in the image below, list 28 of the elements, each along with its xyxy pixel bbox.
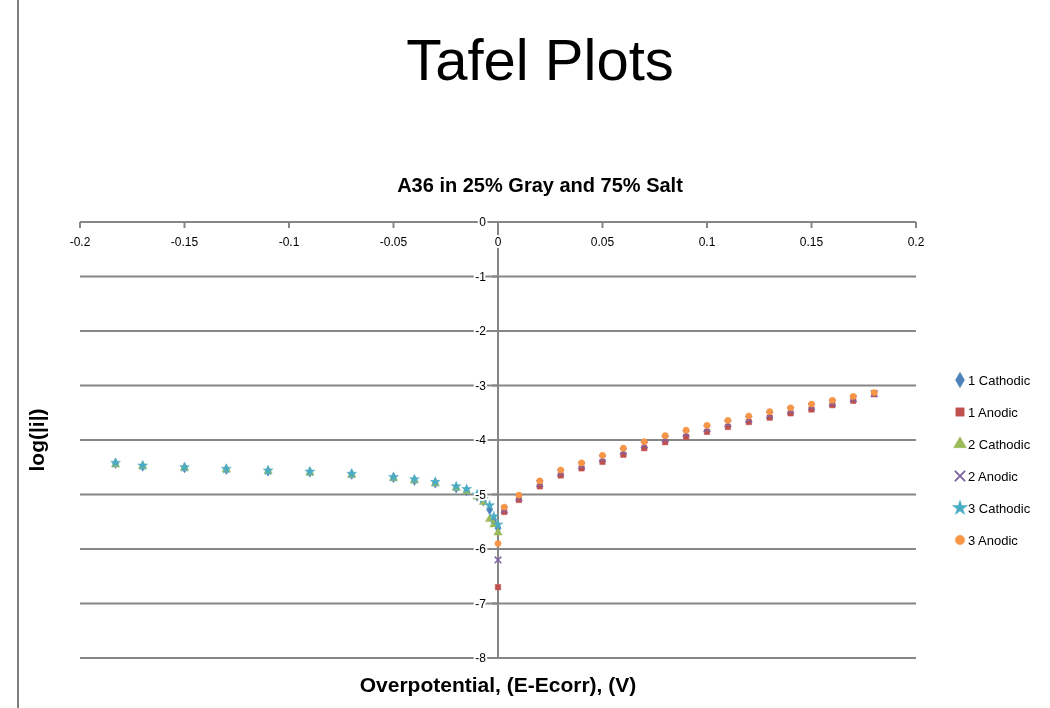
legend-label: 3 Cathodic	[968, 501, 1031, 516]
legend-label: 1 Cathodic	[968, 373, 1031, 388]
y-axis-title: log(|i|)	[25, 408, 48, 472]
legend-label: 3 Anodic	[968, 533, 1019, 548]
y-tick-label: -6	[475, 542, 487, 556]
y-tick-label: 0	[479, 215, 487, 229]
x-tick-label: -0.2	[69, 235, 91, 249]
x-tick-label: 0.2	[907, 235, 925, 249]
y-tick-label: -8	[475, 651, 487, 665]
legend-label: 2 Anodic	[968, 469, 1019, 484]
x-tick-label: 0.1	[698, 235, 716, 249]
legend-label: 2 Cathodic	[968, 437, 1031, 452]
y-tick-label: -5	[475, 487, 487, 502]
y-tick-label: -4	[475, 433, 487, 447]
legend-label: 1 Anodic	[968, 405, 1019, 420]
x-tick-label: 0	[494, 235, 502, 249]
chart-title: Tafel Plots	[406, 27, 674, 92]
y-tick-label: -1	[475, 269, 487, 284]
y-tick-label: -3	[475, 378, 487, 393]
x-tick-label: 0.15	[799, 235, 824, 249]
x-axis-title: Overpotential, (E-Ecorr), (V)	[359, 673, 637, 696]
chart-subtitle: A36 in 25% Gray and 75% Salt	[397, 174, 684, 196]
x-tick-label: -0.1	[278, 235, 300, 249]
x-tick-label: -0.15	[170, 235, 199, 249]
y-tick-label: -7	[475, 596, 487, 611]
x-tick-label: 0.05	[590, 235, 615, 249]
x-tick-label: -0.05	[379, 235, 408, 249]
y-tick-label: -2	[475, 324, 487, 338]
